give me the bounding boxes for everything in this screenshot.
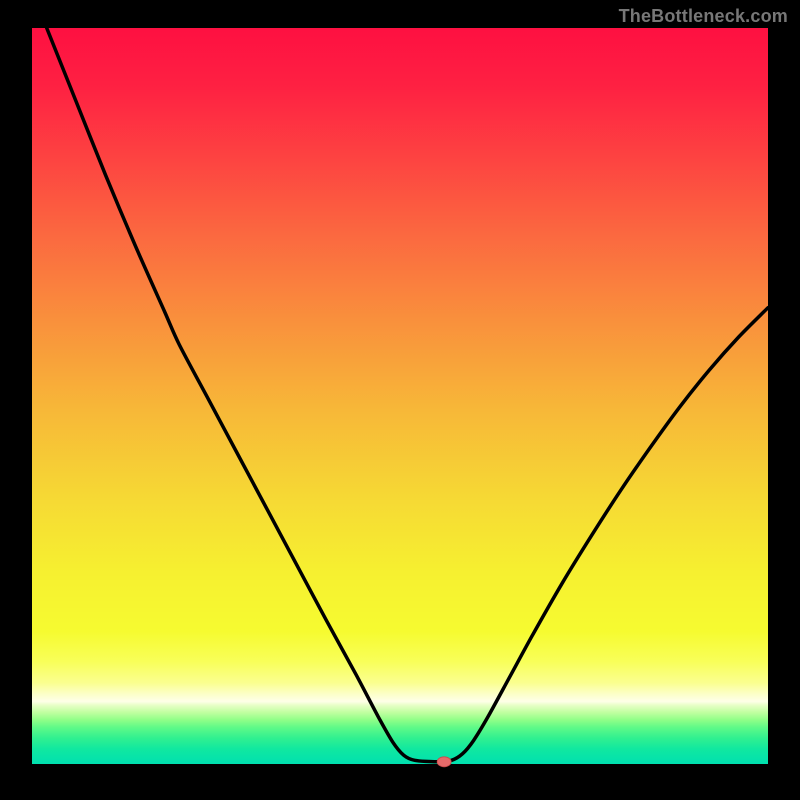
minimum-marker — [437, 757, 451, 767]
chart-container: TheBottleneck.com — [0, 0, 800, 800]
watermark-label: TheBottleneck.com — [619, 6, 788, 27]
bottleneck-chart — [0, 0, 800, 800]
plot-area — [32, 28, 768, 764]
